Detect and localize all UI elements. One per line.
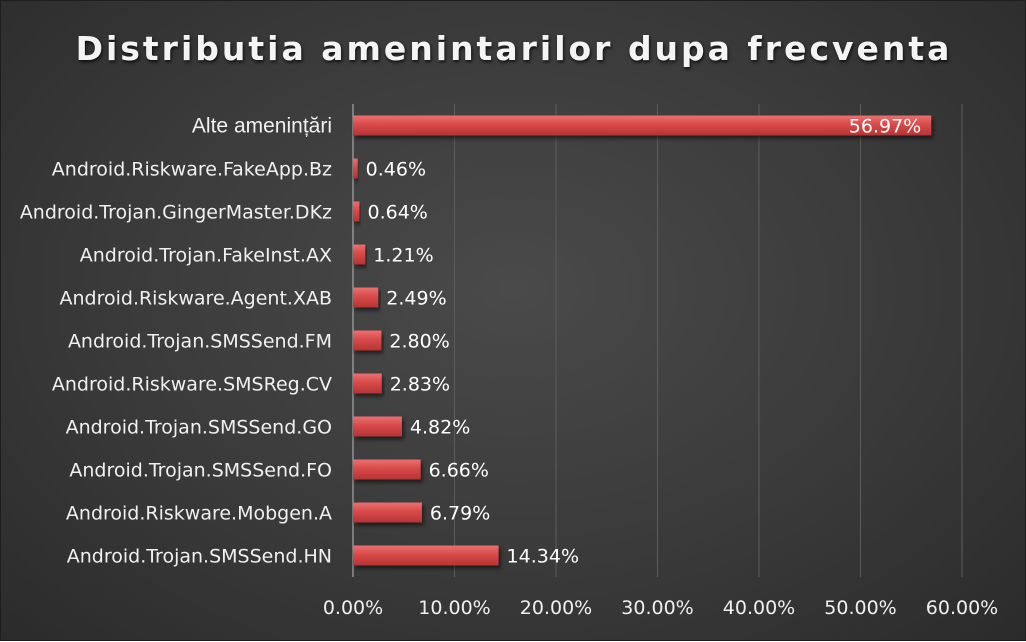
- data-label: 56.97%: [849, 116, 921, 138]
- data-label: 6.66%: [429, 460, 489, 482]
- bar: [353, 201, 360, 222]
- x-tick-label: 20.00%: [520, 597, 592, 619]
- bar: [353, 115, 932, 136]
- data-label: 2.83%: [390, 374, 450, 396]
- x-tick-label: 30.00%: [621, 597, 693, 619]
- x-tick-label: 0.00%: [323, 597, 383, 619]
- x-tick-label: 50.00%: [824, 597, 896, 619]
- bar: [353, 330, 382, 351]
- chart-title: Distributia amenintarilor dupa frecventa: [75, 29, 953, 68]
- bar: [353, 416, 402, 437]
- category-label: Android.Trojan.SMSSend.FM: [68, 331, 332, 353]
- data-label: 2.80%: [389, 331, 449, 353]
- category-label: Android.Trojan.SMSSend.FO: [69, 460, 332, 482]
- data-label: 0.46%: [366, 159, 426, 181]
- bar: [353, 244, 366, 265]
- category-label: Android.Trojan.FakeInst.AX: [80, 245, 332, 267]
- category-label: Android.Riskware.FakeApp.Bz: [52, 159, 332, 181]
- data-label: 1.21%: [373, 245, 433, 267]
- category-label: Alte amenințări: [192, 115, 332, 138]
- category-label: Android.Riskware.Mobgen.A: [66, 503, 332, 525]
- data-label: 2.49%: [386, 288, 446, 310]
- data-label: 0.64%: [367, 202, 427, 224]
- bar: [353, 545, 499, 566]
- data-label: 6.79%: [430, 503, 490, 525]
- x-tick-label: 60.00%: [926, 597, 998, 619]
- x-tick-label: 10.00%: [418, 597, 490, 619]
- category-label: Android.Trojan.GingerMaster.DKz: [20, 202, 332, 224]
- data-label: 4.82%: [410, 417, 470, 439]
- category-label: Android.Riskware.Agent.XAB: [59, 288, 332, 310]
- bar: [353, 502, 422, 523]
- category-label: Android.Trojan.SMSSend.GO: [66, 417, 332, 439]
- category-label: Android.Trojan.SMSSend.HN: [67, 546, 332, 568]
- bar: [353, 158, 358, 179]
- x-tick-label: 40.00%: [723, 597, 795, 619]
- category-label: Android.Riskware.SMSReg.CV: [52, 374, 332, 396]
- bar: [353, 459, 421, 480]
- bar: [353, 287, 379, 308]
- bar: [353, 373, 382, 394]
- data-label: 14.34%: [507, 546, 579, 568]
